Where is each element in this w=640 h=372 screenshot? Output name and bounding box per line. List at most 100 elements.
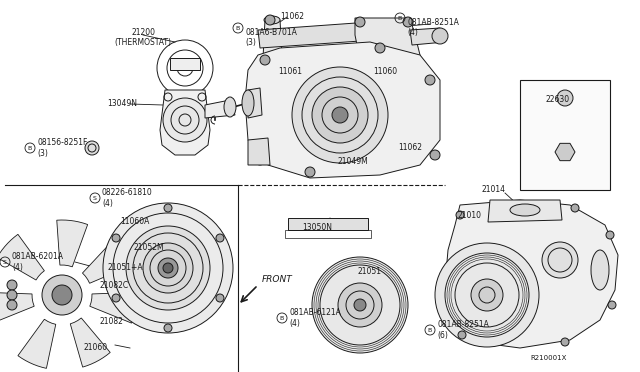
Circle shape: [430, 150, 440, 160]
Bar: [170, 58, 200, 70]
Polygon shape: [57, 220, 88, 267]
Text: B: B: [428, 327, 432, 333]
Circle shape: [143, 243, 193, 293]
Ellipse shape: [242, 90, 254, 116]
Polygon shape: [355, 18, 420, 68]
Circle shape: [312, 257, 408, 353]
Text: B: B: [28, 145, 32, 151]
Ellipse shape: [510, 204, 540, 216]
Text: 21051+A: 21051+A: [107, 263, 143, 273]
Polygon shape: [248, 88, 262, 118]
Text: R210001X: R210001X: [530, 355, 566, 361]
Text: B: B: [398, 16, 402, 20]
Text: 21082: 21082: [100, 317, 124, 327]
Text: 21051: 21051: [358, 267, 382, 276]
Text: S: S: [3, 260, 7, 264]
Polygon shape: [160, 90, 210, 155]
Circle shape: [216, 294, 224, 302]
Text: 21060: 21060: [83, 343, 107, 353]
Circle shape: [7, 280, 17, 290]
Polygon shape: [410, 28, 445, 45]
Text: S: S: [93, 196, 97, 201]
Bar: [285, 230, 371, 238]
Circle shape: [458, 331, 466, 339]
Text: 21200
(THERMOSTAT): 21200 (THERMOSTAT): [115, 28, 172, 47]
Text: 081AB-8251A
(4): 081AB-8251A (4): [407, 18, 459, 38]
Circle shape: [561, 338, 569, 346]
Polygon shape: [248, 138, 270, 165]
Circle shape: [425, 75, 435, 85]
Circle shape: [435, 243, 539, 347]
Text: 13050N: 13050N: [302, 224, 332, 232]
Circle shape: [608, 301, 616, 309]
Polygon shape: [18, 319, 56, 368]
Circle shape: [571, 204, 579, 212]
Circle shape: [456, 211, 464, 219]
Ellipse shape: [224, 97, 236, 117]
Circle shape: [260, 55, 270, 65]
Circle shape: [542, 242, 578, 278]
Circle shape: [312, 87, 368, 143]
Text: 21014: 21014: [482, 186, 506, 195]
Circle shape: [7, 300, 17, 310]
Polygon shape: [90, 292, 137, 323]
Text: 08226-61810
(4): 08226-61810 (4): [102, 188, 153, 208]
Text: 21049M: 21049M: [337, 157, 368, 167]
Circle shape: [216, 234, 224, 242]
Text: 081A6-B701A
(3): 081A6-B701A (3): [245, 28, 297, 47]
Circle shape: [126, 226, 210, 310]
Circle shape: [112, 234, 120, 242]
Text: 13049N: 13049N: [107, 99, 137, 109]
Polygon shape: [555, 143, 575, 161]
Polygon shape: [445, 200, 618, 348]
Polygon shape: [0, 234, 44, 280]
Polygon shape: [83, 240, 131, 283]
Circle shape: [292, 67, 388, 163]
Text: 11062: 11062: [398, 144, 422, 153]
Circle shape: [432, 28, 448, 44]
Circle shape: [163, 263, 173, 273]
Polygon shape: [488, 200, 562, 222]
Circle shape: [42, 275, 82, 315]
Circle shape: [471, 279, 503, 311]
Circle shape: [355, 17, 365, 27]
Circle shape: [557, 90, 573, 106]
Circle shape: [103, 203, 233, 333]
Circle shape: [85, 141, 99, 155]
Polygon shape: [205, 100, 235, 118]
Text: 081AB-8251A
(6): 081AB-8251A (6): [437, 320, 489, 340]
Circle shape: [255, 155, 265, 165]
Text: 11061: 11061: [278, 67, 302, 77]
Polygon shape: [0, 292, 34, 323]
Polygon shape: [258, 22, 375, 48]
Text: 21052M: 21052M: [133, 244, 164, 253]
Circle shape: [52, 285, 72, 305]
Bar: [520, 80, 610, 190]
Circle shape: [354, 299, 366, 311]
Circle shape: [164, 324, 172, 332]
Circle shape: [163, 98, 207, 142]
Text: 081AB-6121A
(4): 081AB-6121A (4): [289, 308, 341, 328]
Polygon shape: [263, 20, 282, 58]
Circle shape: [164, 204, 172, 212]
Ellipse shape: [264, 16, 280, 24]
Circle shape: [7, 290, 17, 300]
Text: 11060: 11060: [373, 67, 397, 77]
Circle shape: [332, 107, 348, 123]
Polygon shape: [70, 318, 110, 367]
Circle shape: [158, 258, 178, 278]
Text: 081AB-6201A
(4): 081AB-6201A (4): [12, 252, 64, 272]
Text: FRONT: FRONT: [262, 276, 292, 285]
Bar: [288, 218, 368, 230]
Text: B: B: [236, 26, 240, 31]
Polygon shape: [245, 42, 440, 178]
Circle shape: [305, 167, 315, 177]
Text: 08156-8251F
(3): 08156-8251F (3): [37, 138, 88, 158]
Text: 21082C: 21082C: [100, 280, 129, 289]
Circle shape: [338, 283, 382, 327]
Ellipse shape: [591, 250, 609, 290]
Text: B: B: [280, 315, 284, 321]
Circle shape: [375, 43, 385, 53]
Text: 21010: 21010: [458, 211, 482, 219]
Text: 22630: 22630: [546, 96, 570, 105]
